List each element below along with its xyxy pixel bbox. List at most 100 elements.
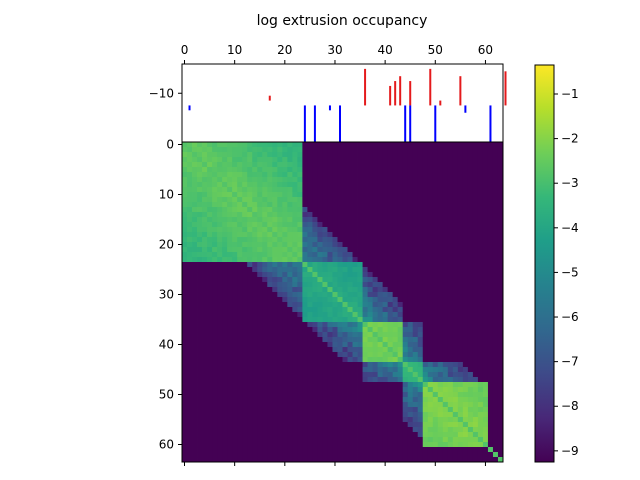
- heatmap-cell: [437, 177, 444, 183]
- heatmap-cell: [442, 157, 449, 163]
- heatmap-cell: [387, 212, 394, 218]
- heatmap-cell: [432, 242, 439, 248]
- heatmap-cell: [182, 432, 188, 438]
- heatmap-cell: [292, 382, 298, 388]
- heatmap-cell: [207, 187, 213, 193]
- heatmap-cell: [297, 227, 303, 233]
- heatmap-cell: [282, 337, 288, 343]
- heatmap-cell: [247, 417, 253, 423]
- heatmap-cell: [187, 162, 193, 168]
- heatmap-cell: [342, 242, 348, 248]
- heatmap-cell: [267, 157, 273, 163]
- heatmap-cell: [332, 257, 338, 263]
- heatmap-cell: [492, 402, 499, 408]
- heatmap-cell: [277, 457, 283, 463]
- heatmap-cell: [282, 207, 288, 213]
- heatmap-cell: [242, 242, 248, 248]
- heatmap-cell: [437, 332, 444, 338]
- heatmap-cell: [487, 202, 494, 208]
- heatmap-cell: [242, 442, 248, 448]
- heatmap-cell: [382, 187, 389, 193]
- heatmap-cell: [287, 232, 293, 238]
- heatmap-cell: [372, 297, 379, 303]
- heatmap-cell: [247, 427, 253, 433]
- heatmap-cell: [397, 367, 404, 373]
- heatmap-cell: [322, 332, 328, 338]
- heatmap-cell: [227, 242, 233, 248]
- heatmap-cell: [202, 262, 208, 268]
- heatmap-cell: [212, 367, 218, 373]
- heatmap-cell: [212, 407, 218, 413]
- heatmap-cell: [317, 387, 323, 393]
- heatmap-cell: [392, 257, 399, 263]
- heatmap-cell: [387, 442, 394, 448]
- heatmap-cell: [447, 287, 454, 293]
- heatmap-cell: [322, 297, 328, 303]
- heatmap-cell: [222, 452, 228, 458]
- heatmap-cell: [292, 452, 298, 458]
- heatmap-cell: [302, 422, 308, 428]
- heatmap-cell: [197, 167, 203, 173]
- heatmap-cell: [497, 322, 504, 328]
- heatmap-cell: [457, 327, 464, 333]
- heatmap-cell: [452, 437, 459, 443]
- heatmap-cell: [237, 272, 243, 278]
- heatmap-cell: [412, 257, 419, 263]
- heatmap-cell: [307, 157, 313, 163]
- heatmap-cell: [422, 302, 429, 308]
- heatmap-cell: [397, 372, 404, 378]
- heatmap-cell: [302, 342, 308, 348]
- heatmap-cell: [207, 172, 213, 178]
- heatmap-cell: [267, 222, 273, 228]
- heatmap-cell: [222, 372, 228, 378]
- heatmap-cell: [182, 167, 188, 173]
- heatmap-cell: [432, 182, 439, 188]
- heatmap-cell: [497, 282, 504, 288]
- heatmap-cell: [247, 397, 253, 403]
- heatmap-cell: [252, 142, 258, 148]
- heatmap-cell: [257, 197, 263, 203]
- heatmap-cell: [207, 312, 213, 318]
- heatmap-cell: [467, 392, 474, 398]
- heatmap-cell: [257, 272, 263, 278]
- heatmap-cell: [382, 307, 389, 313]
- heatmap-cell: [182, 337, 188, 343]
- heatmap-cell: [452, 192, 459, 198]
- heatmap-cell: [202, 177, 208, 183]
- heatmap-cell: [387, 367, 394, 373]
- heatmap-cell: [492, 297, 499, 303]
- heatmap-cell: [387, 352, 394, 358]
- heatmap-cell: [447, 247, 454, 253]
- heatmap-cell: [257, 412, 263, 418]
- heatmap-cell: [492, 352, 499, 358]
- heatmap-cell: [422, 412, 429, 418]
- heatmap-cell: [442, 432, 449, 438]
- heatmap-cell: [242, 287, 248, 293]
- heatmap-cell: [282, 212, 288, 218]
- heatmap-cell: [322, 452, 328, 458]
- heatmap-cell: [357, 297, 363, 303]
- heatmap-cell: [182, 392, 188, 398]
- heatmap-cell: [272, 277, 278, 283]
- heatmap-cell: [362, 247, 368, 253]
- heatmap-cell: [412, 447, 419, 453]
- heatmap-cell: [462, 317, 469, 323]
- heatmap-cell: [447, 337, 454, 343]
- heatmap-cell: [182, 177, 188, 183]
- heatmap-cell: [422, 382, 429, 388]
- heatmap-cell: [357, 192, 363, 198]
- heatmap-cell: [302, 182, 308, 188]
- heatmap-cell: [252, 187, 258, 193]
- heatmap-cell: [272, 242, 278, 248]
- heatmap-cell: [192, 272, 198, 278]
- heatmap-cell: [252, 442, 258, 448]
- heatmap-cell: [497, 432, 504, 438]
- heatmap-cell: [407, 367, 414, 373]
- heatmap-cell: [362, 197, 368, 203]
- heatmap-cell: [452, 327, 459, 333]
- heatmap-cell: [482, 407, 489, 413]
- heatmap-cell: [352, 372, 358, 378]
- heatmap-cell: [277, 252, 283, 258]
- heatmap-cell: [182, 457, 188, 463]
- heatmap-cell: [202, 157, 208, 163]
